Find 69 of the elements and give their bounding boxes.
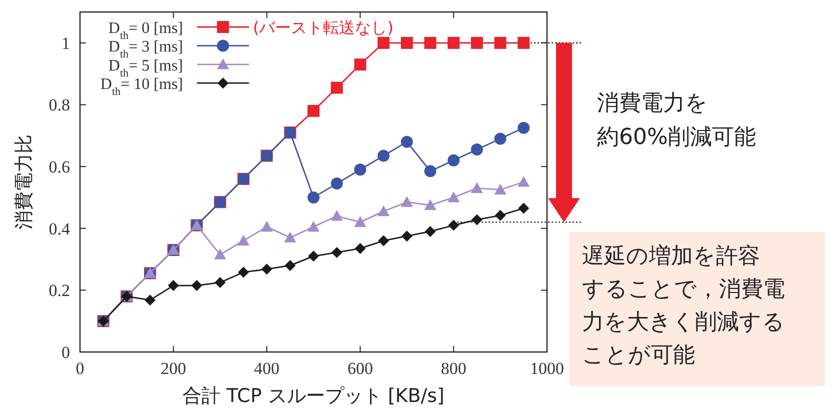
y-tick-label: 1 [62, 34, 70, 53]
y-tick-label: 0.8 [48, 96, 70, 115]
point [378, 205, 390, 216]
point [400, 196, 413, 207]
point [191, 280, 202, 292]
point [354, 164, 366, 176]
point [330, 210, 343, 221]
point [471, 214, 482, 226]
point [518, 202, 530, 214]
point [354, 242, 366, 254]
x-tick-label: 600 [347, 359, 373, 378]
point [168, 280, 179, 292]
point [494, 36, 506, 49]
point [401, 230, 412, 242]
point [448, 154, 460, 166]
point [214, 248, 226, 260]
x-tick-label: 800 [440, 359, 466, 378]
point [238, 266, 249, 278]
point [378, 235, 390, 246]
point [354, 58, 366, 71]
x-tick-label: 1000 [530, 359, 564, 378]
point [470, 144, 483, 156]
point [331, 246, 342, 258]
x-tick-label: 400 [254, 359, 280, 378]
point [308, 191, 320, 204]
y-tick-label: 0 [62, 343, 70, 362]
point [237, 234, 250, 246]
point [144, 294, 156, 306]
point [284, 232, 296, 242]
point [518, 122, 530, 134]
point [518, 176, 530, 187]
point [308, 104, 320, 117]
point [378, 36, 390, 49]
y-tick-label: 0.6 [48, 158, 70, 177]
point [354, 216, 366, 227]
point [470, 182, 483, 193]
point [448, 36, 460, 49]
point [424, 165, 436, 178]
point [424, 226, 436, 237]
point [330, 178, 343, 190]
point [448, 220, 460, 231]
point [284, 260, 296, 271]
text: 遅延の増加を許容することで，消費電力を大きく削減することが可能 [582, 244, 785, 368]
point [378, 150, 390, 162]
x-tick-label: 200 [160, 359, 186, 378]
point [214, 276, 226, 288]
y-tick-label: 0.4 [48, 219, 70, 238]
text: 消費電力を約60%削減可能 [597, 91, 756, 150]
x-axis-title: 合計 TCP スループット [KB/s] [182, 385, 444, 407]
point [424, 199, 436, 210]
point [494, 184, 506, 195]
point [494, 210, 506, 221]
point [518, 36, 530, 49]
point [400, 136, 413, 148]
point [261, 264, 272, 275]
point [308, 250, 319, 262]
y-axis-title: 消費電力比 [13, 134, 35, 230]
point [448, 191, 460, 202]
annotation: (バースト転送なし) [253, 18, 394, 37]
point [470, 36, 483, 49]
x-tick-label: 0 [76, 359, 84, 378]
legend-label: D$_{th}$= 10 [ms] [100, 76, 183, 98]
y-tick-label: 0.2 [48, 281, 70, 300]
point [424, 36, 436, 49]
point [308, 220, 320, 232]
point [330, 82, 343, 94]
point [400, 36, 413, 49]
point [494, 132, 506, 145]
point [260, 220, 273, 232]
